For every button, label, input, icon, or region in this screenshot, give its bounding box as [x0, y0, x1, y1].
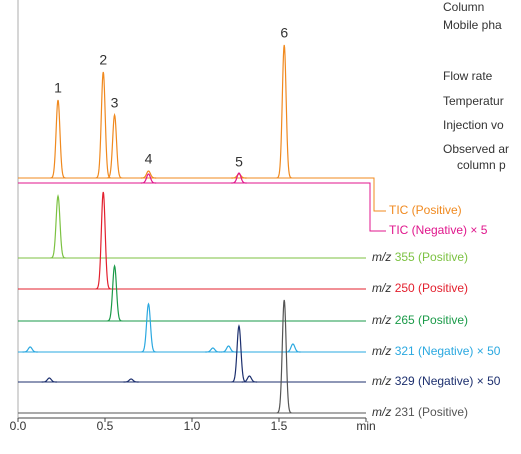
peak — [140, 173, 157, 184]
series-label-prefix: m/z — [372, 374, 391, 388]
peak-label: 5 — [235, 154, 243, 170]
peak — [140, 302, 157, 353]
series-label-name: TIC (Negative) × 5 — [389, 223, 488, 237]
peak-label: 1 — [54, 80, 62, 96]
peak — [95, 191, 111, 290]
peak — [205, 347, 221, 353]
condition-label: Observed ar — [443, 142, 509, 156]
condition-label: Injection vo — [443, 118, 504, 132]
series-label: TIC (Negative) × 5 — [389, 223, 488, 237]
peak — [276, 299, 292, 414]
series-label: m/z 355 (Positive) — [372, 250, 468, 264]
peak — [241, 375, 258, 383]
series-label-prefix: m/z — [372, 250, 391, 264]
series-label-prefix: m/z — [372, 281, 391, 295]
series-label-name: 231 (Positive) — [395, 405, 468, 419]
peak-label: 4 — [145, 151, 153, 167]
series-label-prefix: m/z — [372, 344, 391, 358]
condition-label: Mobile pha — [443, 18, 502, 32]
series-label: m/z 321 (Negative) × 50 — [372, 344, 501, 358]
x-tick-label: 1.5 — [271, 419, 288, 433]
peak — [231, 324, 247, 383]
series-label-prefix: m/z — [372, 313, 391, 327]
x-tick-label: 0.0 — [10, 419, 27, 433]
peak — [95, 71, 111, 179]
series-label-name: 355 (Positive) — [395, 250, 468, 264]
label-connector — [366, 182, 386, 232]
peak — [276, 44, 292, 179]
condition-label: Column — [443, 0, 484, 14]
series-label-name: 250 (Positive) — [395, 281, 468, 295]
series-label-name: 265 (Positive) — [395, 313, 468, 327]
series-label: m/z 250 (Positive) — [372, 281, 468, 295]
condition-label: Flow rate — [443, 69, 493, 83]
peak-label: 3 — [111, 95, 119, 111]
series-label-name: TIC (Positive) — [389, 203, 462, 217]
peak — [22, 346, 38, 353]
series-label: TIC (Positive) — [389, 203, 462, 217]
x-axis-label: min — [356, 419, 375, 433]
peak — [41, 377, 57, 383]
series-label-name: 329 (Negative) × 50 — [395, 374, 501, 388]
x-tick-label: 1.0 — [184, 419, 201, 433]
peak-label: 6 — [280, 25, 288, 41]
peak — [50, 193, 66, 259]
peak — [231, 172, 247, 184]
condition-label: column p — [457, 158, 506, 172]
series-label: m/z 231 (Positive) — [372, 405, 468, 419]
peak — [231, 173, 247, 179]
label-connector — [366, 177, 386, 212]
peak — [106, 112, 123, 179]
series-label: m/z 329 (Negative) × 50 — [372, 374, 501, 388]
peak — [220, 345, 237, 353]
x-tick-label: 0.5 — [97, 419, 114, 433]
peak — [285, 343, 301, 353]
peak — [50, 99, 66, 179]
peak — [106, 264, 123, 322]
condition-label: Temperatur — [443, 94, 504, 108]
series-label-prefix: m/z — [372, 405, 391, 419]
series-label: m/z 265 (Positive) — [372, 313, 468, 327]
peak-label: 2 — [99, 52, 107, 68]
peak — [140, 170, 157, 179]
peak — [123, 378, 139, 383]
series-label-name: 321 (Negative) × 50 — [395, 344, 501, 358]
